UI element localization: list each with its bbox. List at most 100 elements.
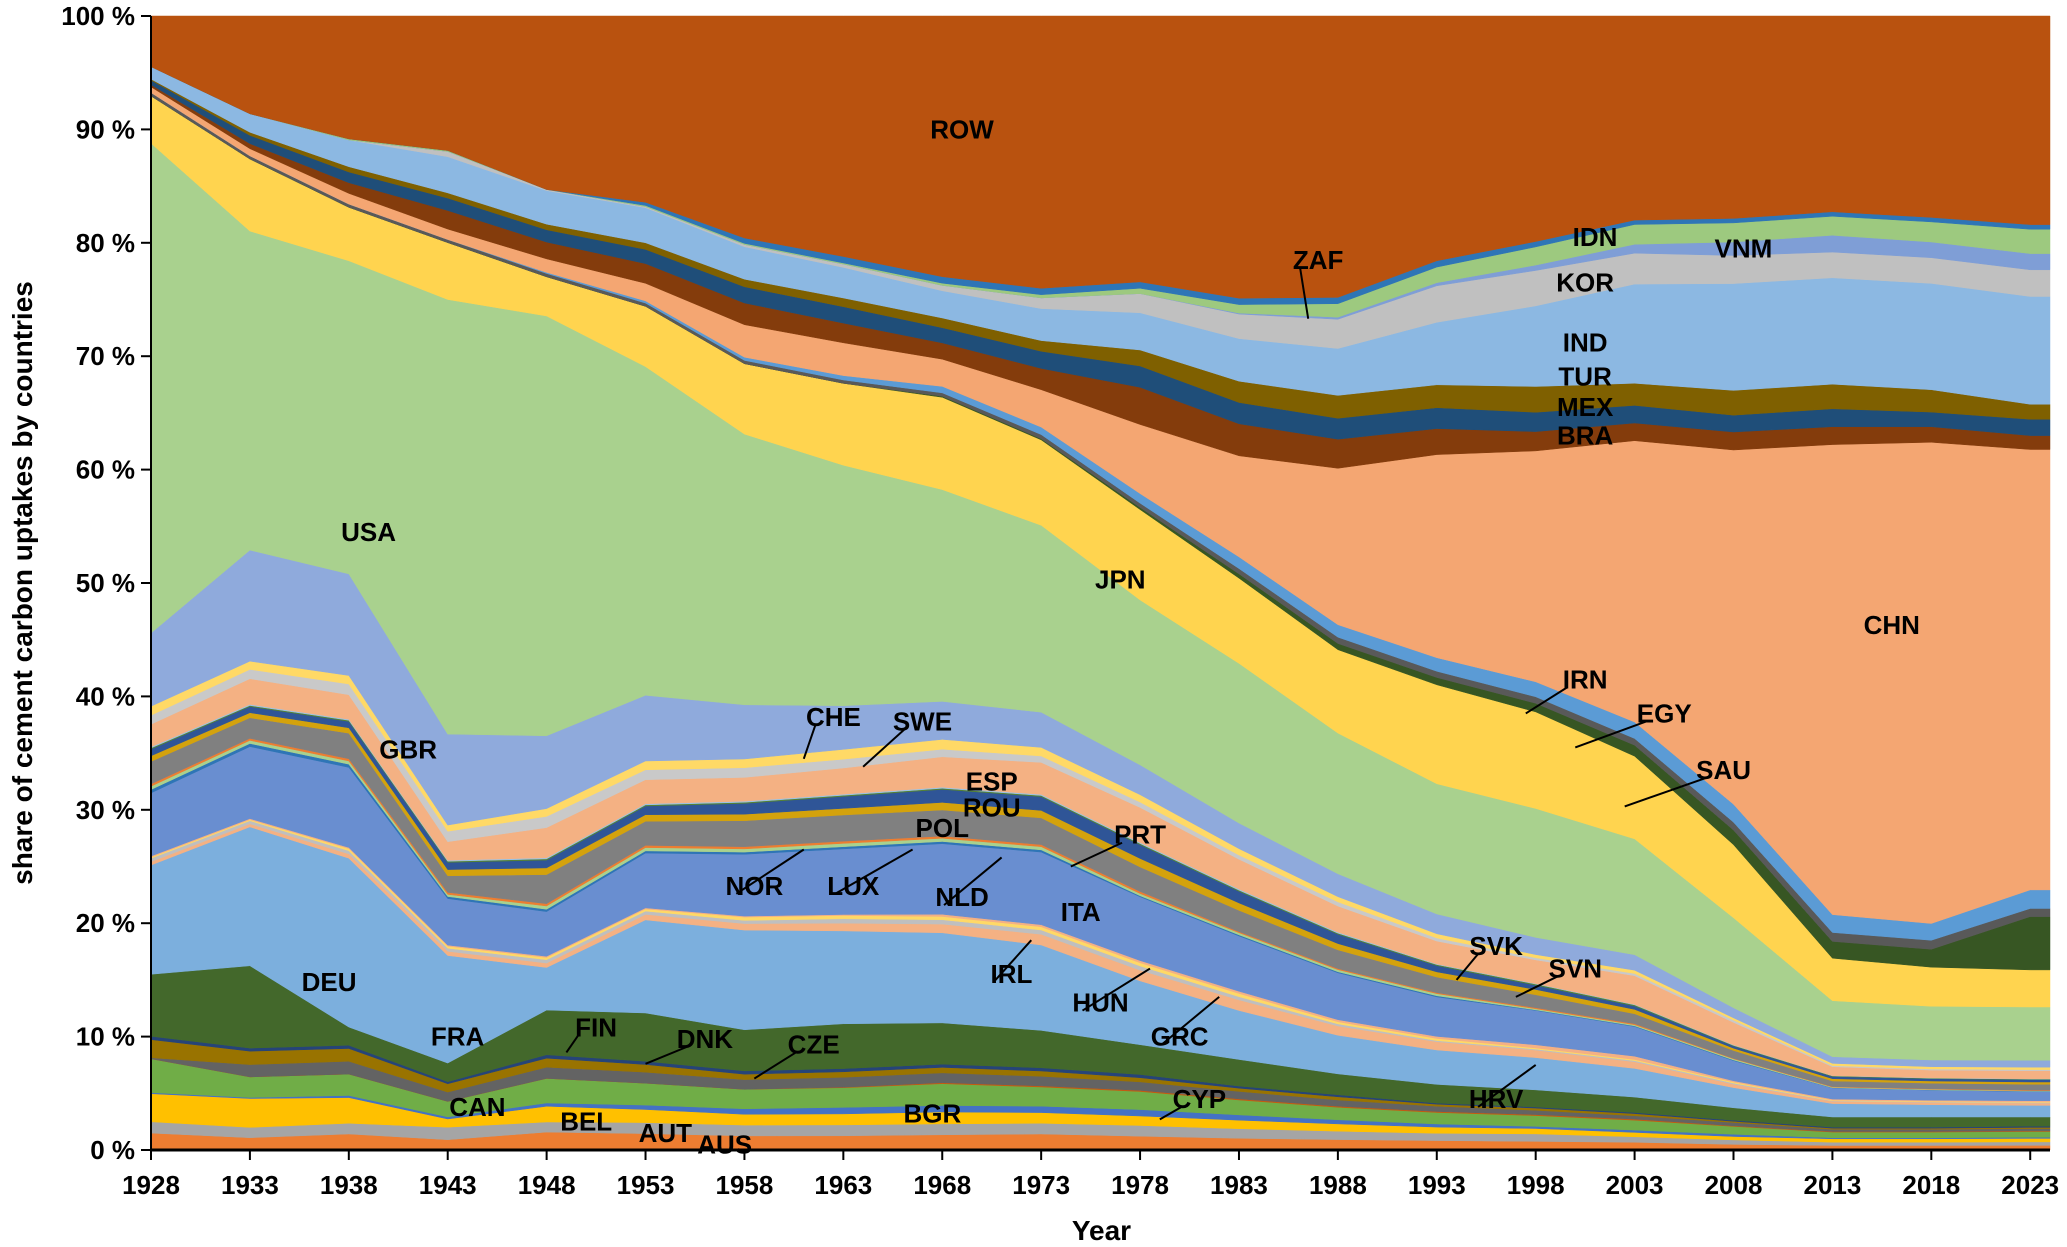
label-cze: CZE	[788, 1030, 840, 1060]
x-tick-label: 1983	[1210, 1170, 1268, 1200]
label-prt: PRT	[1114, 820, 1166, 850]
label-che: CHE	[806, 702, 861, 732]
label-can: CAN	[449, 1092, 505, 1122]
x-tick-label: 1933	[221, 1170, 279, 1200]
label-svk: SVK	[1469, 931, 1523, 961]
x-tick-label: 1963	[814, 1170, 872, 1200]
y-ticks: 0 % 10 % 20 % 30 % 40 % 50 % 60 % 70 % 80 % 90 % 1…	[61, 1, 151, 1165]
x-tick-label: 2023	[2001, 1170, 2059, 1200]
label-hun: HUN	[1072, 988, 1128, 1018]
x-tick-label: 1973	[1012, 1170, 1070, 1200]
y-tick-label: 70 %	[76, 341, 135, 371]
x-tick-label: 1978	[1111, 1170, 1169, 1200]
leader-line-hrv	[1477, 1064, 1537, 1108]
label-gbr: GBR	[379, 735, 437, 765]
label-ind: IND	[1563, 328, 1608, 358]
leader-line-hun	[1081, 967, 1151, 1012]
x-tick-label: 2013	[1803, 1170, 1861, 1200]
label-bel: BEL	[560, 1107, 612, 1137]
label-usa: USA	[341, 517, 396, 547]
leader-line-sau	[1624, 777, 1706, 808]
x-tick-label: 1938	[320, 1170, 378, 1200]
label-swe: SWE	[893, 706, 952, 736]
leader-line-egy	[1574, 720, 1647, 749]
label-rou: ROU	[963, 793, 1021, 823]
label-bra: BRA	[1557, 421, 1614, 451]
label-deu: DEU	[302, 967, 357, 997]
leader-line-dnk	[645, 1045, 688, 1065]
label-sau: SAU	[1696, 755, 1751, 785]
label-pol: POL	[916, 813, 970, 843]
label-hrv: HRV	[1469, 1084, 1524, 1114]
label-grc: GRC	[1151, 1022, 1209, 1052]
x-tick-label: 2008	[1705, 1170, 1763, 1200]
x-tick-label: 1988	[1309, 1170, 1367, 1200]
leader-line-cze	[753, 1051, 797, 1080]
x-axis-title: Year	[1072, 1215, 1131, 1246]
y-tick-label: 40 %	[76, 681, 135, 711]
leader-line-irn	[1525, 686, 1568, 715]
label-esp: ESP	[966, 766, 1018, 796]
leader-line-cyp	[1159, 1106, 1182, 1121]
x-tick-label: 1953	[617, 1170, 675, 1200]
x-tick-label: 2003	[1606, 1170, 1664, 1200]
leader-line-grc	[1160, 996, 1220, 1046]
label-row: ROW	[930, 114, 994, 144]
y-tick-label: 0 %	[90, 1135, 135, 1165]
label-lux: LUX	[827, 871, 880, 901]
leader-line-che	[802, 724, 817, 760]
label-nld: NLD	[935, 882, 988, 912]
label-egy: EGY	[1637, 698, 1692, 728]
label-zaf: ZAF	[1293, 245, 1344, 275]
label-dnk: DNK	[677, 1024, 734, 1054]
leader-line-zaf	[1299, 267, 1310, 319]
label-vnm: VNM	[1715, 233, 1773, 263]
x-tick-label: 1948	[518, 1170, 576, 1200]
area-layers	[150, 15, 2051, 1151]
label-aut: AUT	[639, 1118, 693, 1148]
leader-line-nor	[735, 848, 805, 895]
axes: 0 % 10 % 20 % 30 % 40 % 50 % 60 % 70 % 80 % 90 % 1…	[61, 1, 2059, 1200]
y-tick-label: 80 %	[76, 228, 135, 258]
y-tick-label: 30 %	[76, 795, 135, 825]
x-ticks: 1928 1933 1938 1943 1948 1953 1958 1963 1968 1973…	[122, 1150, 2059, 1200]
label-fin: FIN	[575, 1013, 617, 1043]
x-tick-label: 1998	[1507, 1170, 1565, 1200]
label-irl: IRL	[991, 959, 1033, 989]
area-row	[150, 15, 2051, 299]
y-tick-label: 50 %	[76, 568, 135, 598]
x-tick-label: 1928	[122, 1170, 180, 1200]
label-aus: AUS	[697, 1129, 752, 1159]
y-tick-label: 100 %	[61, 1, 135, 31]
leader-line-fin	[565, 1034, 579, 1054]
label-fra: FRA	[431, 1022, 485, 1052]
leader-line-svn	[1515, 975, 1558, 998]
label-svn: SVN	[1549, 954, 1602, 984]
y-tick-label: 10 %	[76, 1022, 135, 1052]
label-cyp: CYP	[1173, 1084, 1226, 1114]
x-tick-label: 1968	[913, 1170, 971, 1200]
label-jpn: JPN	[1095, 565, 1146, 595]
y-tick-label: 60 %	[76, 455, 135, 485]
label-idn: IDN	[1573, 222, 1618, 252]
label-mex: MEX	[1557, 392, 1614, 422]
x-tick-label: 1958	[716, 1170, 774, 1200]
label-chn: CHN	[1864, 610, 1920, 640]
label-leader-lines	[565, 267, 1706, 1121]
x-tick-label: 1993	[1408, 1170, 1466, 1200]
leader-line-swe	[862, 728, 906, 768]
label-nor: NOR	[725, 871, 783, 901]
label-tur: TUR	[1558, 362, 1612, 392]
leader-line-prt	[1070, 841, 1123, 868]
leader-line-svk	[1455, 953, 1479, 981]
y-tick-label: 90 %	[76, 114, 135, 144]
leader-line-lux	[834, 848, 914, 895]
x-tick-label: 1943	[419, 1170, 477, 1200]
y-tick-label: 20 %	[76, 908, 135, 938]
x-tick-label: 2018	[1902, 1170, 1960, 1200]
leader-line-irl	[992, 939, 1033, 983]
label-irn: IRN	[1563, 664, 1608, 694]
label-kor: KOR	[1556, 267, 1614, 297]
